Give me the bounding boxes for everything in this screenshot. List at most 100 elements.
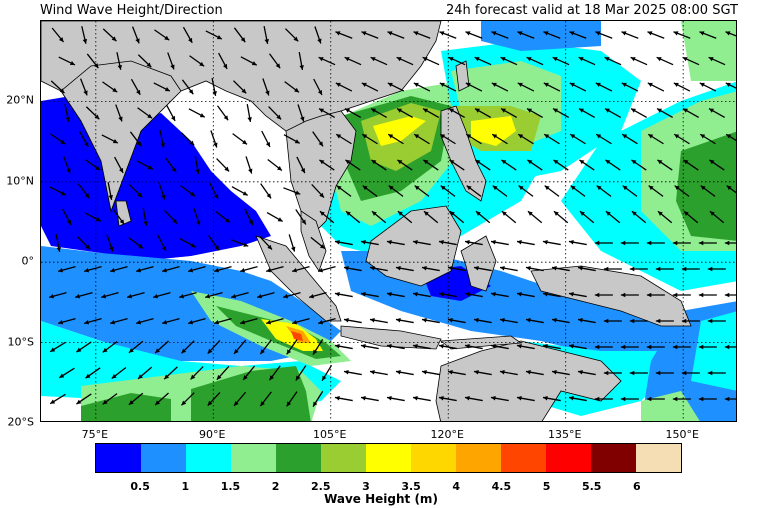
wind-arrow: [159, 130, 165, 148]
wind-arrow: [283, 134, 301, 144]
wind-arrow: [193, 208, 201, 226]
wind-arrow: [345, 159, 361, 171]
wind-arrow: [343, 369, 362, 376]
wind-arrow: [102, 393, 118, 405]
wind-arrow: [595, 133, 612, 145]
wind-arrow: [344, 108, 362, 118]
wind-arrow: [682, 56, 700, 66]
wind-arrow: [334, 239, 353, 246]
wind-arrow: [447, 317, 466, 324]
wind-arrow: [724, 240, 736, 246]
wind-arrow: [360, 395, 379, 402]
wind-arrow: [178, 292, 197, 299]
wave-region-sw-darkgreen: [81, 393, 171, 421]
lon-label: 135°E: [547, 428, 582, 441]
wind-arrow: [707, 370, 726, 376]
wind-arrow: [465, 82, 483, 92]
wind-arrow: [371, 159, 387, 171]
wind-arrow: [209, 182, 219, 200]
wind-arrow: [620, 396, 639, 402]
wind-arrow: [153, 82, 171, 92]
wind-arrow: [413, 133, 430, 145]
wind-arrow: [313, 78, 323, 96]
wind-arrow: [312, 131, 324, 147]
wind-arrow: [115, 104, 123, 122]
lat-label: 20°N: [6, 93, 34, 107]
wind-arrow: [312, 391, 324, 407]
wind-arrow: [551, 369, 570, 376]
wind-arrow: [621, 82, 639, 92]
wind-arrow: [595, 82, 613, 92]
wind-arrow: [577, 369, 596, 376]
wind-arrow: [78, 130, 89, 148]
colorbar-label: Wave Height (m): [324, 492, 438, 506]
wind-arrow: [49, 186, 67, 196]
wind-arrow: [362, 185, 378, 197]
wind-arrow: [260, 183, 272, 199]
wind-arrow: [208, 235, 220, 251]
land-borneo: [365, 205, 462, 287]
wind-arrow: [605, 210, 621, 224]
wind-arrow: [295, 365, 307, 381]
lon-label: 105°E: [313, 428, 347, 441]
wind-arrow: [335, 31, 353, 39]
wind-arrow: [233, 339, 247, 355]
wind-arrow: [656, 108, 674, 118]
colorbar: [95, 443, 682, 473]
wind-arrow: [317, 318, 336, 325]
wind-arrow: [218, 52, 228, 70]
map-frame: [40, 20, 737, 422]
wind-arrow: [334, 343, 353, 350]
wind-arrow: [334, 395, 353, 402]
wind-arrow: [657, 210, 673, 224]
lat-label: 10°N: [6, 174, 34, 188]
colorbar-tick: 2: [271, 480, 280, 493]
wind-arrow: [295, 209, 307, 225]
land-sri-lanka: [115, 200, 132, 227]
wind-arrow: [698, 240, 717, 246]
colorbar-tick: 4: [452, 480, 461, 493]
wind-arrow: [187, 266, 206, 273]
wind-arrow: [48, 292, 67, 299]
wind-arrow: [412, 239, 431, 246]
wind-arrow: [501, 210, 517, 224]
lon-label: 75°E: [81, 428, 109, 441]
colorbar-segment: [456, 444, 501, 472]
wind-arrow: [76, 341, 92, 353]
wind-arrow: [699, 31, 717, 39]
wind-arrow: [136, 160, 154, 170]
wind-arrow: [213, 266, 232, 273]
wind-arrow: [216, 158, 230, 172]
wind-arrow: [79, 78, 88, 96]
wind-arrow: [490, 343, 509, 350]
wind-arrow: [551, 265, 570, 272]
wind-arrow: [525, 317, 544, 324]
wind-arrow: [64, 104, 71, 122]
wind-arrow: [517, 133, 534, 145]
wind-arrow: [543, 82, 561, 92]
wind-arrow: [499, 317, 518, 324]
wave-region-phil-yellow: [471, 116, 516, 146]
wind-arrow: [154, 340, 169, 354]
wind-arrow: [422, 56, 440, 66]
wind-arrow: [542, 239, 561, 246]
wind-arrow: [568, 395, 587, 402]
wind-arrow: [267, 158, 283, 172]
colorbar-tick: 5.5: [581, 480, 602, 493]
wind-arrow: [360, 291, 379, 298]
wind-arrow: [464, 239, 483, 246]
wind-arrow: [233, 80, 247, 94]
wind-arrow: [360, 239, 379, 246]
wind-arrow: [386, 395, 405, 402]
wind-arrow: [244, 208, 254, 226]
wind-arrow: [83, 266, 102, 273]
colorbar-segment: [501, 444, 546, 472]
wind-arrow: [490, 239, 509, 246]
wind-arrows: [48, 26, 736, 407]
wind-arrow: [449, 159, 465, 171]
colorbar-tick: 3: [362, 480, 370, 493]
wind-arrow: [491, 133, 508, 145]
wind-arrow: [620, 344, 639, 350]
wind-arrow: [314, 26, 322, 44]
wind-arrow: [672, 240, 691, 246]
